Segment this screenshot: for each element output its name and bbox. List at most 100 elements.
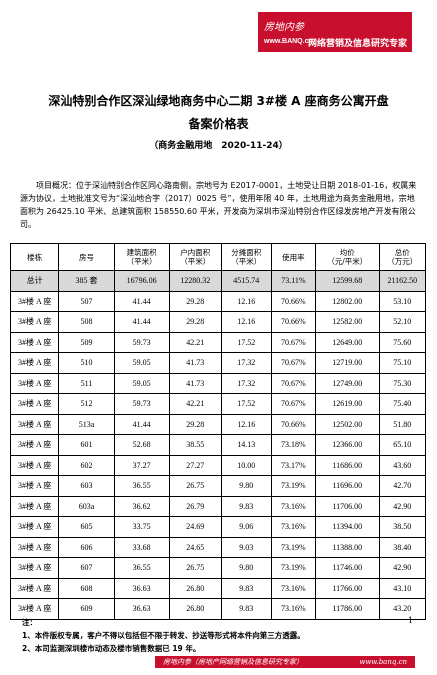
cell: 27.27: [168, 454, 222, 476]
cell: 3#楼 A 座: [9, 516, 60, 538]
cell: 609: [58, 598, 115, 620]
cell: 73.18%: [270, 434, 316, 456]
cell: 70.67%: [270, 372, 316, 394]
cell: 9.03: [220, 536, 272, 558]
data-row: 3#楼 A 座 507 41.44 29.28 12.16 70.66% 12802.00 5…: [9, 290, 427, 312]
cell: 24.65: [168, 536, 222, 558]
cell: 26.75: [168, 557, 222, 579]
cell: 510: [58, 352, 115, 374]
banner: 房地内参 www.BANQ.cn 网络营销及信息研究专家: [258, 12, 412, 52]
footer-text: 房地内参（房地产网络营销及信息研究专家）: [163, 658, 303, 666]
cell: 3#楼 A 座: [9, 372, 60, 394]
cell: 29.28: [168, 413, 222, 435]
cell: 11696.00: [314, 475, 380, 497]
cell: 12719.00: [314, 352, 380, 374]
cell: 59.05: [113, 352, 170, 374]
cell: 513a: [58, 413, 115, 435]
cell: 11766.00: [314, 577, 380, 599]
cell: 509: [58, 331, 115, 353]
data-row: 3#楼 A 座 608 36.63 26.80 9.83 73.16% 11766.00 43…: [9, 577, 427, 599]
cell: 总价 （万元）: [378, 243, 427, 271]
brand: 房地内参: [264, 22, 304, 33]
title: 深汕特别合作区深汕绿地商务中心二期 3#楼 A 座商务公寓开盘: [48, 94, 389, 108]
cell: 9.83: [220, 577, 272, 599]
data-row: 3#楼 A 座 601 52.68 38.55 14.13 73.18% 12366.00 6…: [9, 434, 427, 456]
cell: 603: [58, 475, 115, 497]
cell: 12280.32: [168, 270, 222, 292]
cell: 73.16%: [270, 577, 316, 599]
cell: 70.67%: [270, 331, 316, 353]
cell: 24.69: [168, 516, 222, 538]
cell: 37.27: [113, 454, 170, 476]
cell: 3#楼 A 座: [9, 311, 60, 333]
cell: 3#楼 A 座: [9, 352, 60, 374]
cell: 29.28: [168, 290, 222, 312]
cell: 总计: [9, 270, 60, 292]
cell: 603a: [58, 495, 115, 517]
cell: 43.10: [378, 577, 427, 599]
cell: 43.20: [378, 598, 427, 620]
cell: 73.16%: [270, 598, 316, 620]
cell: 70.66%: [270, 290, 316, 312]
cell: 12.16: [220, 413, 272, 435]
cell: 分摊面积 （平米）: [220, 243, 272, 271]
cell: 12802.00: [314, 290, 380, 312]
cell: 14.13: [220, 434, 272, 456]
notes-label: 注：: [22, 618, 37, 627]
data-row: 3#楼 A 座 603a 36.62 26.79 9.83 73.16% 11706.00 4…: [9, 495, 427, 517]
cell: 17.52: [220, 331, 272, 353]
note: 2、本司监测深圳楼市动态及楼市销售数据已 19 年。: [22, 644, 201, 653]
footer: 房地内参（房地产网络营销及信息研究专家） www.banq.cn: [155, 656, 415, 668]
cell: 73.11%: [270, 270, 316, 292]
data-row: 3#楼 A 座 607 36.55 26.75 9.80 73.19% 11746.00 42…: [9, 557, 427, 579]
cell: 9.80: [220, 557, 272, 579]
price-table: 楼栋 房号 建筑面积 （平米） 户内面积 （平米） 分摊面积 （平米） 使用率 均价 （元/…: [9, 243, 427, 620]
cell: 9.80: [220, 475, 272, 497]
data-row: 3#楼 A 座 510 59.05 41.73 17.32 70.67% 12719.00 7…: [9, 352, 427, 374]
total-row: 总计 385 套 16796.06 12280.32 4515.74 73.11% 1259…: [9, 270, 427, 292]
cell: 16796.06: [113, 270, 170, 292]
cell: 608: [58, 577, 115, 599]
cell: 33.75: [113, 516, 170, 538]
cell: 52.68: [113, 434, 170, 456]
cell: 3#楼 A 座: [9, 454, 60, 476]
cell: 36.55: [113, 557, 170, 579]
cell: 73.16%: [270, 516, 316, 538]
cell: 36.55: [113, 475, 170, 497]
cell: 52.10: [378, 311, 427, 333]
cell: 17.52: [220, 393, 272, 415]
cell: 73.17%: [270, 454, 316, 476]
data-row: 3#楼 A 座 609 36.63 26.80 9.83 73.16% 11786.00 43…: [9, 598, 427, 620]
cell: 601: [58, 434, 115, 456]
cell: 4515.74: [220, 270, 272, 292]
cell: 43.60: [378, 454, 427, 476]
cell: 73.19%: [270, 536, 316, 558]
cell: 73.16%: [270, 495, 316, 517]
cell: 11394.00: [314, 516, 380, 538]
cell: 59.73: [113, 331, 170, 353]
cell: 3#楼 A 座: [9, 413, 60, 435]
cell: 房号: [58, 243, 115, 271]
cell: 41.44: [113, 413, 170, 435]
cell: 605: [58, 516, 115, 538]
cell: 3#楼 A 座: [9, 557, 60, 579]
cell: 606: [58, 536, 115, 558]
cell: 75.10: [378, 352, 427, 374]
cell: 11706.00: [314, 495, 380, 517]
notes: 注： 1、本件版权专属，客户不得以包括但不限于转发、抄送等形式将本件向第三方透露…: [22, 616, 422, 655]
cell: 29.28: [168, 311, 222, 333]
cell: 17.32: [220, 352, 272, 374]
cell: 385 套: [58, 270, 115, 292]
cell: 11388.00: [314, 536, 380, 558]
cell: 26.80: [168, 577, 222, 599]
cell: 41.73: [168, 352, 222, 374]
cell: 75.60: [378, 331, 427, 353]
cell: 10.00: [220, 454, 272, 476]
slogan: 网络营销及信息研究专家: [308, 39, 408, 49]
cell: 38.50: [378, 516, 427, 538]
cell: 33.68: [113, 536, 170, 558]
cell: 9.83: [220, 495, 272, 517]
cell: 3#楼 A 座: [9, 598, 60, 620]
cell: 42.90: [378, 495, 427, 517]
cell: 26.79: [168, 495, 222, 517]
